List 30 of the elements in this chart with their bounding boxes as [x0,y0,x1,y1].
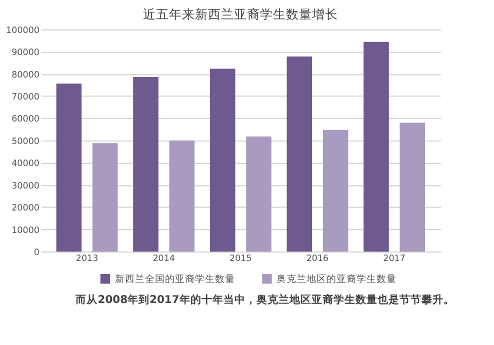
text: 而从2008年到2017年的十年当中，奥克兰地区亚裔学生数量也是节节攀升。 [74,293,454,306]
bar [133,76,158,252]
x-tick-label: 2016 [306,254,330,264]
y-tick-label: 50000 [12,136,40,147]
y-tick-label: 40000 [12,159,40,170]
bar [210,68,236,252]
bar [92,143,118,252]
y-tick-label: 60000 [12,114,40,125]
bar [286,56,312,252]
chart-title: 近五年来新西兰亚裔学生数量增长 [143,6,338,22]
y-tick-label: 20000 [12,204,40,214]
x-tick-label: 2015 [230,254,252,264]
bar [400,122,426,252]
bar [246,136,272,252]
y-tick-label: 90000 [12,48,40,58]
bar [169,140,195,252]
y-tick-label: 100000 [6,26,40,36]
bar [56,84,82,252]
bar [364,42,389,252]
x-tick-label: 2013 [76,254,98,264]
y-tick-label: 10000 [12,226,40,236]
y-tick-label: 0 [34,248,40,258]
y-tick-label: 70000 [12,92,40,102]
x-tick-label: 2014 [152,254,176,264]
legend-label: 奥克兰地区的亚裔学生数量 [276,272,397,285]
y-tick-label: 80000 [12,70,40,80]
bar [322,130,348,252]
legend-label: 新西兰全国的亚裔学生数量 [114,272,235,285]
y-tick-label: 30000 [12,181,40,192]
x-tick-label: 2017 [383,254,406,264]
